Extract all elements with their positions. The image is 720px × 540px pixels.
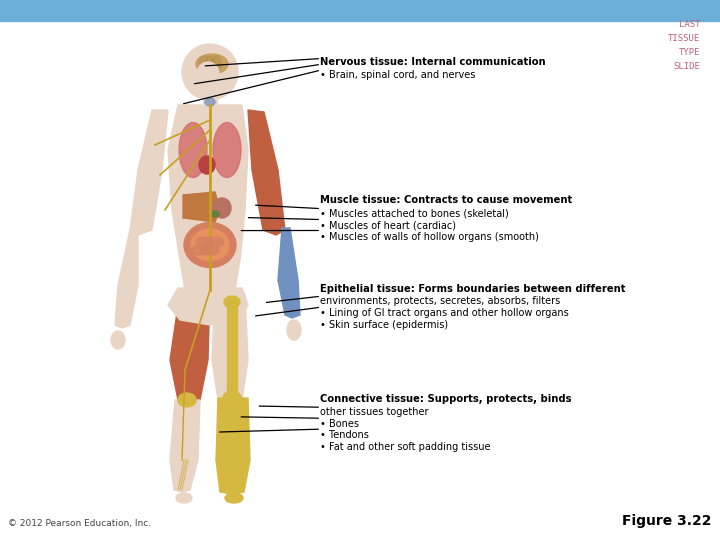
Polygon shape [212, 292, 248, 402]
Circle shape [182, 44, 238, 100]
Polygon shape [168, 288, 248, 325]
Polygon shape [130, 110, 168, 235]
Ellipse shape [211, 211, 219, 217]
Polygon shape [183, 192, 220, 222]
Text: Epithelial tissue: Forms boundaries between different: Epithelial tissue: Forms boundaries betw… [320, 284, 626, 294]
Ellipse shape [201, 245, 219, 255]
Text: Muscle tissue: Contracts to cause movement: Muscle tissue: Contracts to cause moveme… [320, 195, 572, 206]
Polygon shape [115, 230, 138, 328]
Ellipse shape [179, 123, 207, 178]
Polygon shape [168, 105, 248, 290]
Ellipse shape [206, 237, 224, 247]
Text: TISSUE: TISSUE [667, 34, 700, 43]
Ellipse shape [213, 123, 241, 178]
Ellipse shape [196, 237, 214, 247]
Ellipse shape [184, 222, 236, 267]
Ellipse shape [111, 331, 125, 349]
Ellipse shape [205, 98, 215, 106]
Polygon shape [248, 110, 285, 235]
Text: Figure 3.22: Figure 3.22 [623, 514, 712, 528]
Ellipse shape [197, 62, 219, 86]
Bar [0, 0, 720, 21]
Text: LAST: LAST [678, 20, 700, 29]
Ellipse shape [196, 54, 228, 74]
Ellipse shape [191, 229, 229, 261]
Text: • Brain, spinal cord, and nerves: • Brain, spinal cord, and nerves [320, 70, 476, 80]
Text: • Muscles attached to bones (skeletal)
• Muscles of heart (cardiac)
• Muscles of: • Muscles attached to bones (skeletal) •… [320, 208, 539, 242]
Ellipse shape [191, 245, 209, 255]
Text: SLIDE: SLIDE [673, 62, 700, 71]
Ellipse shape [205, 56, 215, 72]
Ellipse shape [224, 296, 240, 308]
Text: © 2012 Pearson Education, Inc.: © 2012 Pearson Education, Inc. [8, 519, 151, 528]
Ellipse shape [223, 391, 241, 405]
Text: other tissues together
• Bones
• Tendons
• Fat and other soft padding tissue: other tissues together • Bones • Tendons… [320, 407, 491, 452]
Ellipse shape [213, 198, 231, 218]
Ellipse shape [178, 393, 196, 407]
Text: Nervous tissue: Internal communication: Nervous tissue: Internal communication [320, 57, 546, 67]
Ellipse shape [176, 493, 192, 503]
Ellipse shape [199, 56, 209, 72]
Text: environments, protects, secretes, absorbs, filters
• Lining of GI tract organs a: environments, protects, secretes, absorb… [320, 296, 569, 330]
Bar [203, 85, 217, 103]
Polygon shape [170, 290, 210, 402]
Ellipse shape [225, 493, 243, 503]
Text: TYPE: TYPE [678, 48, 700, 57]
Ellipse shape [199, 156, 215, 174]
Ellipse shape [211, 56, 221, 72]
Text: Connective tissue: Supports, protects, binds: Connective tissue: Supports, protects, b… [320, 394, 572, 404]
Bar [227, 304, 237, 392]
Polygon shape [170, 400, 200, 492]
Ellipse shape [287, 320, 301, 340]
Polygon shape [216, 398, 250, 494]
Polygon shape [278, 228, 300, 318]
